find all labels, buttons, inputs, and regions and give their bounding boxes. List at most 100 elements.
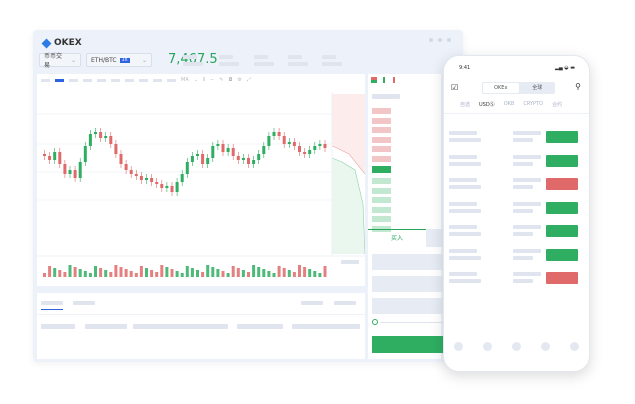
ask-row[interactable] (372, 155, 391, 162)
status-time: 9:41 (459, 65, 471, 71)
segment-global[interactable]: 全球 (532, 85, 543, 91)
volume-bar (292, 272, 296, 277)
tab-favorites[interactable]: 自选 (460, 102, 471, 108)
total-input[interactable] (372, 298, 462, 314)
candle-body (206, 158, 210, 164)
volume-bar (160, 265, 164, 277)
market-row[interactable] (449, 176, 585, 192)
fullscreen-icon[interactable]: ⤢ (246, 77, 251, 83)
pair-select[interactable]: ETH/BTC 3X ⌄ (86, 53, 152, 67)
market-row[interactable] (449, 153, 585, 169)
candle-body (160, 184, 164, 188)
change-button[interactable] (546, 154, 578, 167)
volume-bar (124, 269, 128, 277)
volume-bar (43, 273, 46, 277)
tab-futures[interactable]: 合约 (552, 102, 563, 108)
bid-row[interactable] (372, 206, 391, 213)
bid-row[interactable] (372, 216, 391, 222)
candle-type-icon[interactable]: ⫴ (202, 77, 206, 83)
change-button[interactable] (546, 178, 578, 190)
ask-row[interactable] (372, 127, 391, 133)
candle-body (318, 144, 322, 146)
ask-row[interactable] (372, 136, 391, 143)
tab-okb[interactable]: OKB (503, 101, 515, 107)
candle-body (53, 152, 57, 160)
bid-row[interactable] (372, 187, 391, 194)
ask-row[interactable] (372, 117, 391, 124)
bid-row[interactable] (372, 197, 391, 203)
candle-body (68, 170, 72, 174)
candle-body (216, 144, 220, 146)
volume-bar (99, 268, 103, 277)
pen-icon[interactable]: ✎ (219, 77, 224, 83)
window-controls[interactable] (429, 38, 451, 42)
change-button[interactable] (546, 225, 578, 237)
tab-buy[interactable]: 买入 (368, 229, 426, 247)
tab-usds[interactable]: USDⓈ (479, 102, 495, 108)
settings-icon[interactable]: ⚙ (237, 77, 242, 83)
candle-body (323, 144, 327, 148)
change-button[interactable] (546, 248, 578, 261)
volume-bar (206, 265, 210, 277)
depth-toggle[interactable] (371, 77, 397, 83)
exchange-segment[interactable]: OKEx 全球 (482, 82, 555, 94)
bid-row[interactable] (372, 178, 391, 184)
edit-icon[interactable]: ☑ (451, 83, 459, 92)
amount-input[interactable] (372, 276, 462, 292)
volume-bar (298, 265, 301, 277)
indicator-select[interactable]: MA (181, 77, 189, 83)
price-input[interactable] (372, 254, 462, 270)
logo-icon (41, 38, 52, 48)
candle-body (129, 170, 133, 174)
camera-icon[interactable]: ◘ (228, 77, 233, 83)
candle-body (99, 132, 103, 138)
market-label: 币币交易 (44, 53, 63, 69)
market-row[interactable] (449, 247, 585, 263)
candle-body (175, 182, 179, 192)
candle-body (114, 144, 118, 154)
buy-button[interactable] (372, 336, 462, 353)
volume-bar (267, 271, 271, 277)
volume-bar (180, 273, 184, 277)
volume-bar (308, 269, 312, 277)
candlestick-svg (37, 92, 365, 277)
volume-bar (68, 265, 72, 277)
mid-price-row[interactable] (372, 166, 391, 173)
ask-row[interactable] (372, 108, 391, 114)
slider-handle[interactable] (372, 319, 378, 325)
candle-body (241, 158, 245, 160)
bottom-nav[interactable] (454, 342, 579, 351)
kline-chart[interactable]: MA ⌄ ⫴ ∼ ✎ ◘ ⚙ ⤢ (37, 74, 365, 286)
draw-line-icon[interactable]: ∼ (210, 77, 215, 83)
market-row[interactable] (449, 200, 585, 216)
volume-bar (277, 266, 281, 277)
chart-toolbar[interactable]: MA ⌄ ⫴ ∼ ✎ ◘ ⚙ ⤢ (41, 77, 251, 83)
candle-body (104, 136, 108, 138)
market-tabs[interactable]: 自选 USDⓈ OKB CRYPTO 合约 (460, 101, 562, 108)
candle-body (287, 142, 291, 144)
market-row[interactable] (449, 129, 585, 145)
candle-body (247, 158, 250, 164)
search-icon[interactable]: ⚲ (575, 82, 581, 91)
candle-body (43, 154, 46, 156)
bid-row[interactable] (372, 225, 391, 232)
candle-body (165, 186, 169, 188)
change-button[interactable] (546, 201, 578, 214)
market-row[interactable] (449, 223, 585, 239)
change-button[interactable] (546, 272, 578, 284)
volume-bar (226, 273, 230, 277)
candle-body (196, 154, 199, 156)
market-row[interactable] (449, 270, 585, 286)
change-button[interactable] (546, 131, 578, 143)
volume-bar (53, 268, 57, 277)
market-select[interactable]: 币币交易 ⌄ (39, 53, 81, 69)
chevron-down-icon: ⌄ (141, 56, 147, 64)
volume-bar (287, 270, 291, 277)
tab-sell[interactable] (426, 229, 446, 247)
slider-track[interactable] (380, 322, 450, 323)
segment-okex[interactable]: OKEx (483, 83, 519, 93)
volume-bar (170, 269, 174, 277)
ask-row[interactable] (372, 146, 391, 152)
tab-crypto[interactable]: CRYPTO (523, 101, 544, 107)
volume-bar (190, 268, 194, 277)
